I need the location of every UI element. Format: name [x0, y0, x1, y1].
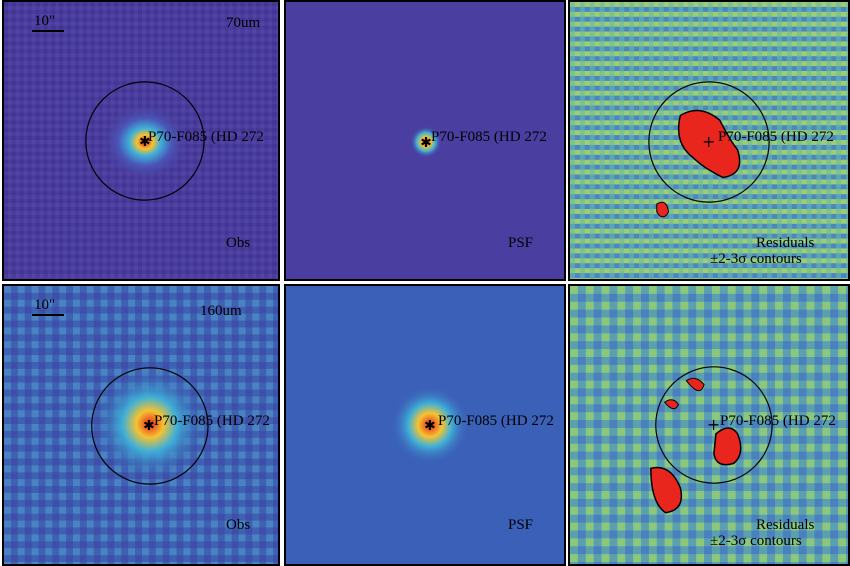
- scale-bar: [32, 314, 64, 316]
- obs-70um-panel: ✱ 10" 70um P70-F085 (HD 272 Obs: [2, 0, 280, 281]
- cross-marker-icon: +: [702, 132, 715, 151]
- panel-caption-contours: ±2-3σ contours: [710, 533, 802, 549]
- source-marker-icon: ✱: [139, 134, 151, 150]
- source-label: P70-F085 (HD 272: [431, 129, 547, 145]
- panel-caption: Obs: [226, 235, 251, 251]
- panel-caption-contours: ±2-3σ contours: [710, 251, 802, 267]
- source-label: P70-F085 (HD 272: [718, 129, 834, 145]
- psf-70um-image: ✱: [286, 2, 564, 279]
- panel-caption: PSF: [508, 517, 534, 533]
- scale-bar: [32, 30, 64, 32]
- psf-160um-image: ✱: [286, 286, 564, 564]
- source-label: P70-F085 (HD 272: [720, 413, 836, 429]
- obs-160um-panel: ✱ 10" 160um P70-F085 (HD 272 Obs: [2, 284, 280, 566]
- source-marker-icon: ✱: [143, 418, 155, 434]
- residuals-160um-image: +: [570, 286, 848, 564]
- scale-bar-label: 10": [34, 13, 56, 29]
- panel-caption: Obs: [226, 517, 251, 533]
- cross-marker-icon: +: [707, 415, 720, 434]
- residuals-70um-panel: + P70-F085 (HD 272 Residuals ±2-3σ conto…: [568, 0, 850, 281]
- residuals-70um-image: +: [570, 2, 848, 279]
- obs-70um-image: ✱: [4, 2, 278, 279]
- residuals-160um-panel: + P70-F085 (HD 272 Residuals ±2-3σ conto…: [568, 284, 850, 566]
- scale-bar-label: 10": [34, 297, 56, 313]
- band-label: 160um: [200, 303, 242, 319]
- panel-caption: PSF: [508, 235, 534, 251]
- psf-70um-panel: ✱ 30 20 10 P70-F085 (HD 272 PSF: [284, 0, 566, 281]
- source-label: P70-F085 (HD 272: [148, 129, 264, 145]
- psf-160um-panel: ✱ 20 10 P70-F085 (HD 272 PSF: [284, 284, 566, 566]
- source-marker-icon: ✱: [424, 418, 436, 434]
- source-label: P70-F085 (HD 272: [154, 413, 270, 429]
- source-marker-icon: ✱: [420, 135, 432, 151]
- band-label: 70um: [226, 15, 261, 31]
- panel-caption: Residuals: [756, 235, 815, 251]
- obs-160um-image: ✱: [4, 286, 278, 564]
- panel-caption: Residuals: [756, 517, 815, 533]
- source-label: P70-F085 (HD 272: [438, 413, 554, 429]
